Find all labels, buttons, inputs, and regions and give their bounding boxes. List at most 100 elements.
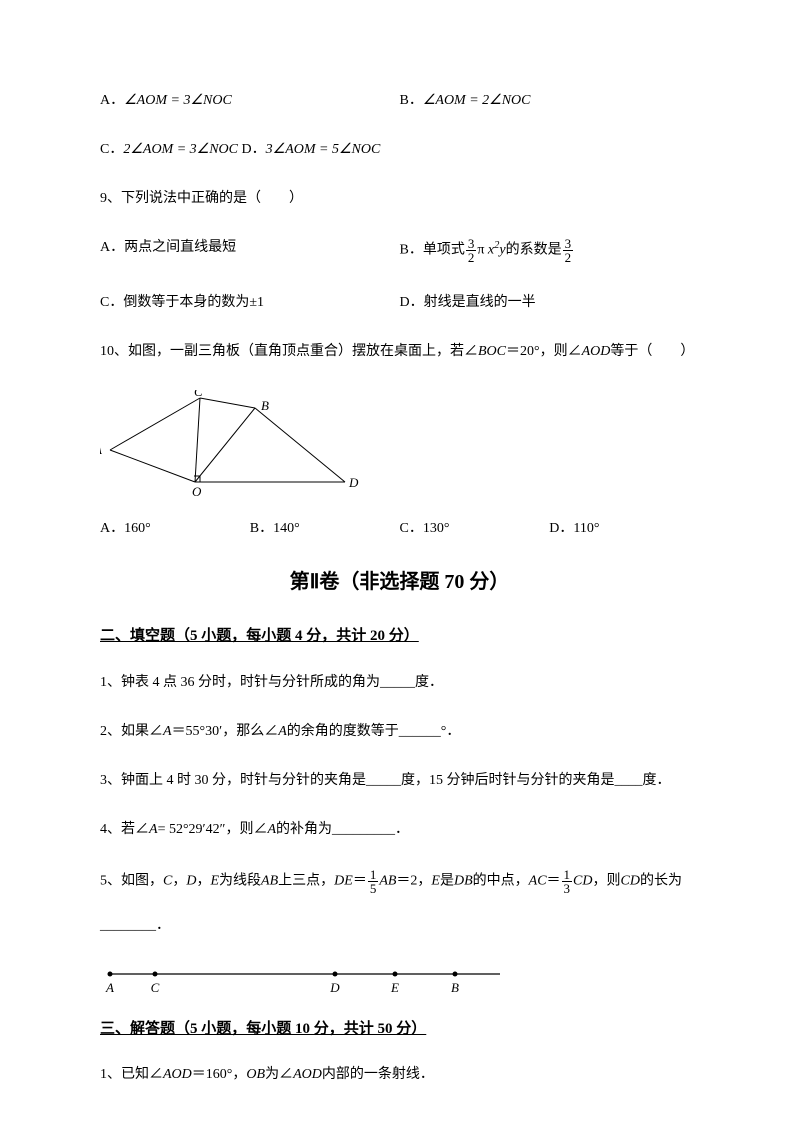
text: 单项式 [423, 243, 465, 258]
text: 等于（ ） [610, 344, 694, 359]
text: 4、若∠ [100, 822, 149, 837]
q8-choice-a: A．∠AOM = 3∠NOC [100, 90, 400, 111]
var: A [163, 724, 172, 739]
fraction: 32 [466, 237, 477, 264]
svg-text:E: E [390, 980, 399, 995]
text: 2、如果∠ [100, 724, 163, 739]
fraction: 15 [368, 868, 379, 895]
choice-prefix: B． [400, 243, 423, 258]
choice-expr: ∠AOM = 2∠NOC [423, 93, 531, 108]
var: CD [621, 873, 640, 888]
text: 的余角的度数等于______°． [287, 724, 461, 739]
var: DE [334, 873, 353, 888]
svg-text:D: D [329, 980, 340, 995]
text: ＝20°，则∠ [506, 344, 582, 359]
var: E [210, 873, 219, 888]
var: AOD [163, 1067, 192, 1082]
q8-choice-b: B．∠AOM = 2∠NOC [400, 90, 700, 111]
text: ＝160°， [192, 1067, 247, 1082]
text: 内部的一条射线． [322, 1067, 434, 1082]
fill-q5: 5、如图，C，D，E为线段AB上三点，DE＝15AB＝2，E是DB的中点，AC＝… [100, 868, 699, 895]
fill-q5-diagram: ACDEB [100, 964, 520, 1000]
text: 10、如图，一副三角板（直角顶点重合）摆放在桌面上，若∠ [100, 344, 478, 359]
choice-prefix: D． [400, 295, 424, 310]
text: 是 [440, 873, 454, 888]
var: A [149, 822, 158, 837]
solve-q1: 1、已知∠AOD＝160°，OB为∠AOD内部的一条射线． [100, 1064, 699, 1085]
choice-prefix: D． [242, 142, 266, 157]
q10-choice-c: C．130° [400, 518, 550, 539]
text: 的补角为_________． [276, 822, 409, 837]
var: OB [246, 1067, 265, 1082]
var: AOD [293, 1067, 322, 1082]
q9-choice-d: D．射线是直线的一半 [400, 292, 700, 313]
q10-choice-d: D．110° [549, 518, 699, 539]
fill-q3: 3、钟面上 4 时 30 分，时针与分针的夹角是_____度，15 分钟后时针与… [100, 770, 699, 791]
choice-expr: 3∠AOM = 5∠NOC [266, 142, 381, 157]
svg-text:B: B [261, 398, 269, 413]
var: A [267, 822, 276, 837]
q10-choice-a: A．160° [100, 518, 250, 539]
fill-heading: 二、填空题（5 小题，每小题 4 分，共计 20 分） [100, 625, 699, 648]
solve-heading: 三、解答题（5 小题，每小题 10 分，共计 50 分） [100, 1018, 699, 1041]
choice-prefix: B． [400, 93, 423, 108]
q10-choice-b: B．140° [250, 518, 400, 539]
svg-text:B: B [451, 980, 459, 995]
text: 为线段 [219, 873, 261, 888]
var: AB [379, 873, 396, 888]
fill-q2: 2、如果∠A＝55°30′，那么∠A的余角的度数等于______°． [100, 721, 699, 742]
q9-choices-row1: A．两点之间直线最短 B．单项式32π x2y的系数是32 [100, 237, 699, 264]
q8-choices-row2: C．2∠AOM = 3∠NOC D．3∠AOM = 5∠NOC [100, 139, 699, 160]
section2-title: 第Ⅱ卷（非选择题 70 分） [100, 567, 699, 597]
choice-prefix: A． [100, 240, 124, 255]
text: = 52°29′42″，则∠ [158, 822, 268, 837]
q9-stem: 9、下列说法中正确的是（ ） [100, 188, 699, 209]
var: AB [261, 873, 278, 888]
q9-choice-c: C．倒数等于本身的数为±1 [100, 292, 400, 313]
svg-text:C: C [194, 390, 203, 399]
fraction: 32 [563, 237, 574, 264]
text: 的中点， [473, 873, 529, 888]
text: ，则 [593, 873, 621, 888]
q10-stem: 10、如图，一副三角板（直角顶点重合）摆放在桌面上，若∠BOC＝20°，则∠AO… [100, 341, 699, 362]
fill-q4: 4、若∠A= 52°29′42″，则∠A的补角为_________． [100, 819, 699, 840]
svg-text:C: C [151, 980, 160, 995]
fraction: 13 [562, 868, 573, 895]
q8-choices-row1: A．∠AOM = 3∠NOC B．∠AOM = 2∠NOC [100, 90, 699, 111]
text: ＝ [353, 873, 367, 888]
choice-expr: 2∠AOM = 3∠NOC [123, 142, 238, 157]
svg-text:D: D [348, 475, 359, 490]
var: AC [529, 873, 547, 888]
var: AOD [582, 344, 611, 359]
q9-choices-row2: C．倒数等于本身的数为±1 D．射线是直线的一半 [100, 292, 699, 313]
text: 1、已知∠ [100, 1067, 163, 1082]
var: D [186, 873, 196, 888]
text: 上三点， [278, 873, 334, 888]
svg-text:A: A [105, 980, 114, 995]
var: A [278, 724, 287, 739]
fill-q1: 1、钟表 4 点 36 分时，时针与分针所成的角为_____度． [100, 672, 699, 693]
var: E [431, 873, 440, 888]
text: ＝ [547, 873, 561, 888]
text: 5、如图， [100, 873, 163, 888]
q9-choice-a: A．两点之间直线最短 [100, 237, 400, 264]
var: CD [573, 873, 592, 888]
text: 为∠ [265, 1067, 293, 1082]
choice-expr: ∠AOM = 3∠NOC [124, 93, 232, 108]
choice-text: 倒数等于本身的数为±1 [123, 295, 264, 310]
var: C [163, 873, 172, 888]
text: 的系数是 [506, 243, 562, 258]
var: DB [454, 873, 473, 888]
choice-prefix: C． [100, 295, 123, 310]
choice-text: 射线是直线的一半 [424, 295, 536, 310]
svg-text:O: O [192, 484, 202, 499]
text: ＝55°30′，那么∠ [172, 724, 279, 739]
choice-prefix: A． [100, 93, 124, 108]
var: BOC [478, 344, 506, 359]
q10-diagram: A O D C B [100, 390, 370, 500]
choice-prefix: C． [100, 142, 123, 157]
text: 的长为 [640, 873, 682, 888]
text: ＝2， [396, 873, 431, 888]
q9-choice-b: B．单项式32π x2y的系数是32 [400, 237, 700, 264]
svg-text:A: A [100, 442, 102, 457]
